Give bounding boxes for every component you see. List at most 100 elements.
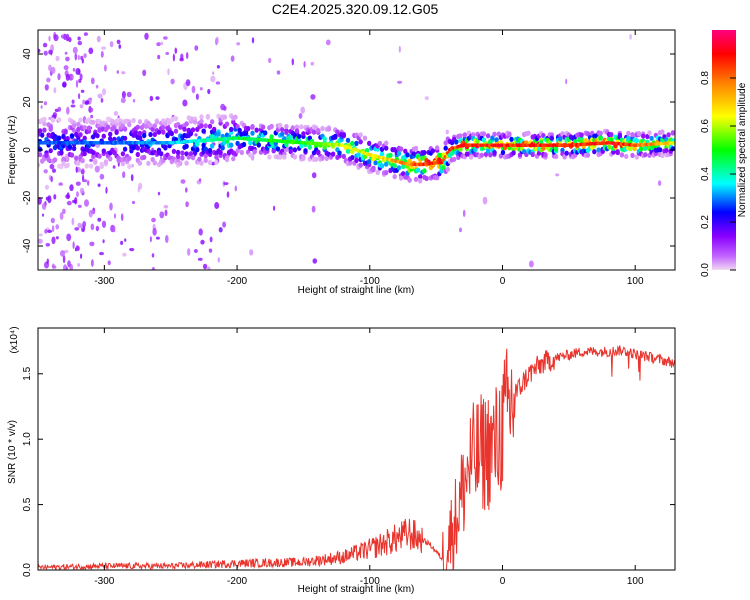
heatmap-ridge-cell [558,136,563,142]
heatmap-speckle [65,73,70,81]
heatmap-ridge-cell [105,124,111,130]
heatmap-speckle [51,225,55,233]
heatmap-ridge-cell [256,142,261,148]
heatmap-ridge-cell [214,154,219,160]
colorbar-label: Normalized spectral amplitude [737,82,748,217]
heatmap-ridge-cell [407,158,412,164]
heatmap-ridge-cell [57,117,62,123]
colorbar-tick-label: 0.6 [700,119,711,133]
heatmap-ridge-cell [509,136,514,142]
heatmap-ridge-cell [199,118,204,124]
heatmap-ridge-cell [207,123,213,129]
heatmap-ridge-cell [142,132,147,139]
heatmap-ridge-cell [407,177,412,183]
heatmap-ridge-cell [379,163,385,169]
colorbar-tick-label: 0.4 [700,167,711,181]
heatmap-ridge-cell [65,136,70,142]
heatmap-ridge-cell [626,135,631,141]
heatmap-speckle [56,236,59,240]
heatmap-ridge-cell [171,148,177,154]
heatmap-ridge-cell [135,151,140,158]
heatmap-speckle [50,217,55,224]
heatmap-speckle [230,55,235,62]
heatmap-ridge-cell [220,145,225,151]
heatmap-speckle [69,184,74,192]
heatmap-ridge-cell [86,125,92,131]
heatmap-ridge-cell [108,156,113,162]
spectrogram-x-axis-label: Height of straight line (km) [298,285,415,296]
heatmap-speckle [113,213,117,219]
heatmap-speckle [70,104,76,108]
heatmap-speckle [303,61,306,68]
heatmap-ridge-cell [207,147,213,154]
spectrogram-y-axis-label: Frequency (Hz) [7,116,18,185]
snr-scale-label: (x10⁴) [9,326,20,353]
heatmap-ridge-cell [375,169,380,175]
heatmap-ridge-cell [454,139,459,145]
heatmap-speckle [462,209,466,217]
heatmap-ridge-cell [74,155,79,161]
heatmap-ridge-cell [40,132,45,138]
heatmap-speckle [80,89,85,93]
heatmap-ridge-cell [441,165,446,171]
heatmap-speckle [83,53,87,59]
heatmap-ridge-cell [201,142,206,148]
heatmap-speckle [99,173,105,180]
heatmap-speckle [185,79,191,87]
heatmap-ridge-cell [142,154,147,160]
heatmap-speckle [83,32,88,36]
heatmap-ridge-cell [137,160,143,166]
heatmap-speckle [226,191,230,198]
heatmap-ridge-cell [277,122,283,128]
heatmap-speckle [217,257,220,263]
heatmap-ridge-cell [120,151,126,157]
heatmap-speckle [62,208,66,214]
heatmap-speckle [142,69,147,77]
heatmap-speckle [97,183,101,187]
heatmap-ridge-cell [269,123,274,129]
heatmap-speckle [74,227,80,231]
heatmap-speckle [53,87,57,94]
heatmap-speckle [209,236,213,243]
heatmap-speckle [72,46,78,54]
heatmap-ridge-cell [280,127,285,133]
heatmap-speckle [53,34,59,42]
heatmap-ridge-cell [178,160,183,166]
heatmap-speckle [40,105,43,109]
heatmap-speckle [45,184,49,190]
heatmap-speckle [222,221,227,228]
heatmap-ridge-cell [290,125,295,131]
snr-y-axis-label: SNR (10 * v/v) [7,420,18,484]
heatmap-speckle [112,165,116,169]
heatmap-ridge-cell [231,156,236,162]
heatmap-speckle [210,75,216,83]
heatmap-speckle [212,71,215,75]
heatmap-speckle [182,99,188,107]
heatmap-speckle [311,205,316,213]
heatmap-speckle [81,168,85,175]
heatmap-ridge-cell [373,160,378,166]
snr-x-tick-label: -300 [94,576,114,587]
heatmap-ridge-cell [471,132,476,138]
heatmap-ridge-cell [173,128,179,134]
heatmap-ridge-cell [638,146,644,152]
heatmap-ridge-cell [316,128,321,134]
heatmap-ridge-cell [148,122,153,128]
spectrogram-y-tick-label: -40 [22,238,33,253]
heatmap-ridge-cell [65,162,70,168]
heatmap-ridge-cell [553,153,559,160]
heatmap-ridge-cell [481,131,487,137]
heatmap-ridge-cell [573,138,578,144]
heatmap-speckle [310,61,315,66]
heatmap-ridge-cell [398,175,404,181]
heatmap-ridge-cell [212,126,217,132]
heatmap-speckle [104,64,107,72]
heatmap-speckle [44,229,48,234]
heatmap-ridge-cell [184,143,189,149]
heatmap-speckle [445,129,449,135]
heatmap-ridge-cell [401,163,406,170]
heatmap-ridge-cell [526,130,531,136]
heatmap-speckle [65,194,71,199]
heatmap-speckle [99,251,104,256]
heatmap-speckle [94,165,100,173]
